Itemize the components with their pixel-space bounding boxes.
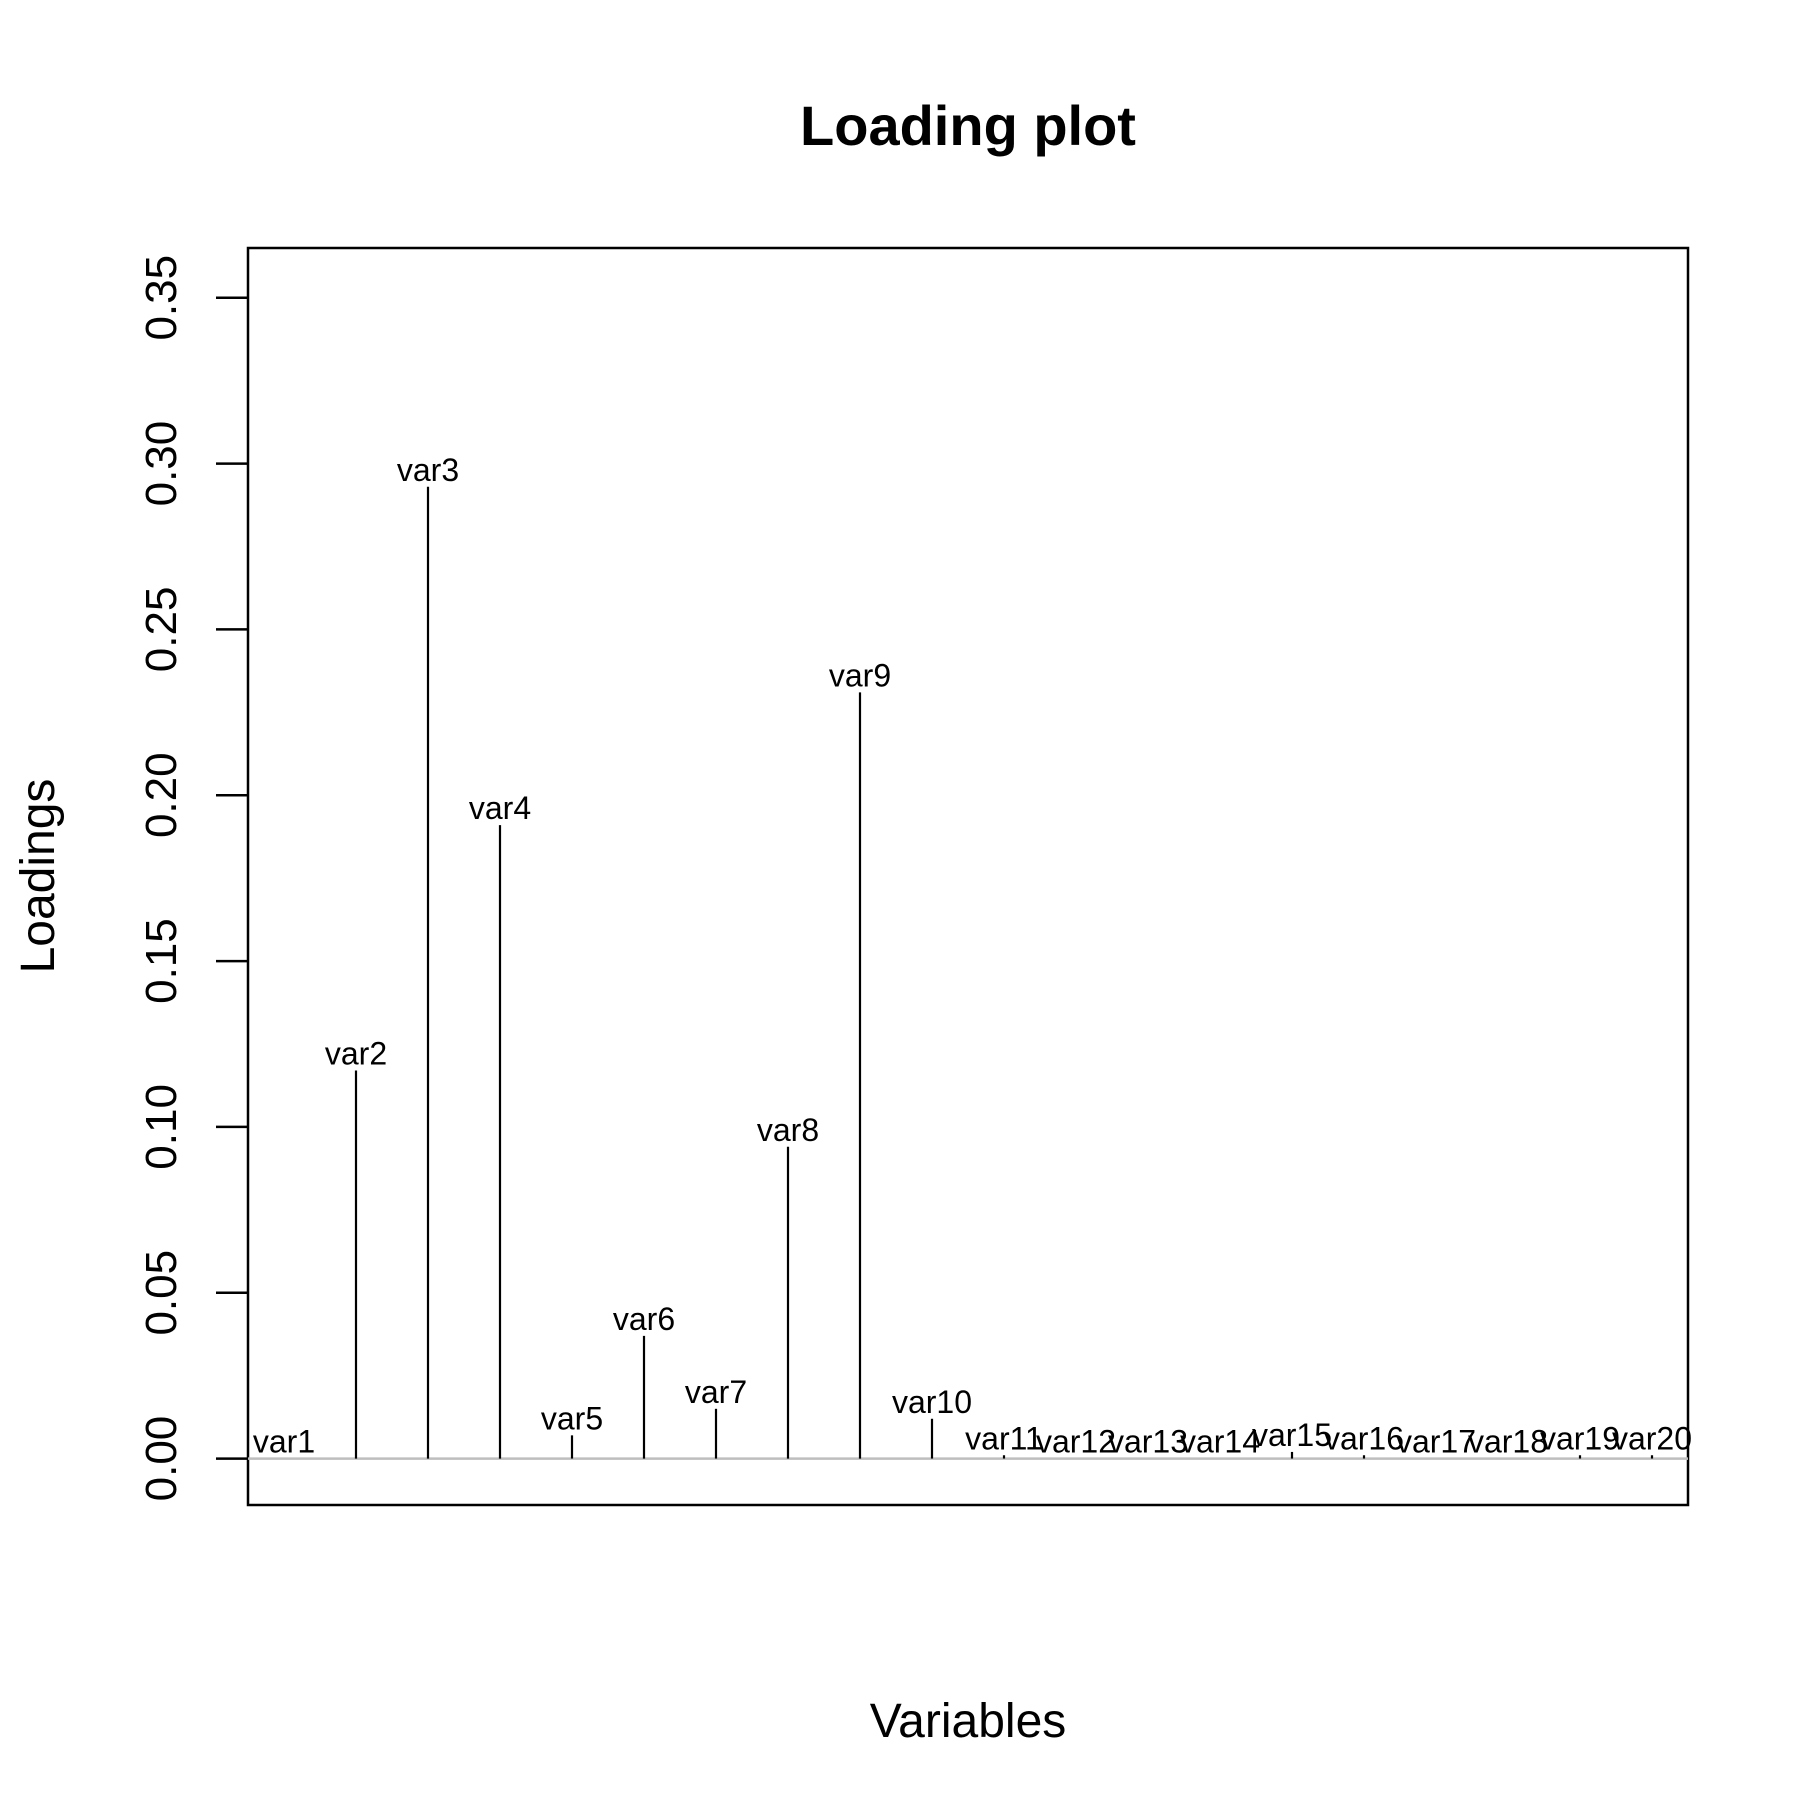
loading-label-var17: var17 [1396,1424,1476,1460]
loading-label-var11: var11 [965,1420,1043,1456]
y-tick-label: 0.05 [137,1250,186,1336]
loading-stems [354,486,1654,1459]
chart-title: Loading plot [800,94,1136,157]
y-tick-label: 0.10 [137,1084,186,1170]
loading-label-var3: var3 [397,452,459,488]
loading-label-var10: var10 [892,1384,972,1420]
loading-label-var9: var9 [829,657,891,693]
y-tick-label: 0.25 [137,587,186,673]
loading-label-var16: var16 [1324,1420,1404,1456]
loading-label-var7: var7 [685,1374,747,1410]
y-axis: 0.00 0.05 0.10 0.15 0.20 0.25 0.30 0.35 [137,255,248,1501]
y-tick-label: 0.20 [137,752,186,838]
y-tick-label: 0.30 [137,421,186,507]
loading-label-var19: var19 [1540,1420,1620,1456]
loading-label-var12: var12 [1036,1424,1116,1460]
loading-label-var2: var2 [325,1036,387,1072]
y-axis-label: Loadings [12,779,65,974]
loading-label-var15: var15 [1252,1417,1332,1453]
loading-label-var5: var5 [541,1400,603,1436]
loading-label-var4: var4 [469,790,531,826]
plot-frame [246,246,1690,1507]
loading-label-var13: var13 [1108,1424,1188,1460]
y-tick-label: 0.00 [137,1416,186,1502]
loading-label-var6: var6 [613,1301,675,1337]
loading-label-var1: var1 [253,1424,315,1460]
y-tick-label: 0.15 [137,918,186,1004]
variable-labels: var1 var2 var3 var4 var5 var6 var7 var8 var9 var1… [253,452,1692,1460]
loading-label-var8: var8 [757,1112,819,1148]
loading-label-var18: var18 [1468,1424,1548,1460]
loading-label-var20: var20 [1612,1420,1692,1456]
x-axis-label: Variables [870,1695,1067,1748]
loading-label-var14: var14 [1180,1424,1260,1460]
y-tick-label: 0.35 [137,255,186,341]
